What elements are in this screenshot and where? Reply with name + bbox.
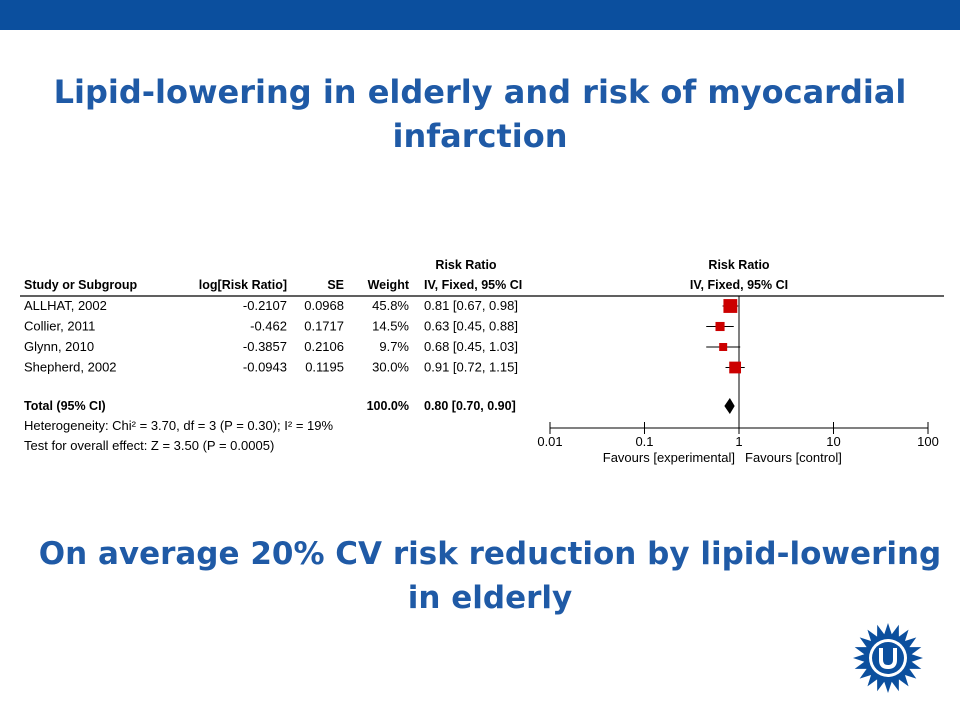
total-ci: 0.80 [0.70, 0.90] xyxy=(424,399,516,413)
study-ci: 0.63 [0.45, 0.88] xyxy=(424,319,518,334)
slide-title: Lipid-lowering in elderly and risk of my… xyxy=(53,73,907,155)
x-tick-label: 10 xyxy=(826,434,840,449)
column-header: Weight xyxy=(368,278,410,292)
plot-subheader: IV, Fixed, 95% CI xyxy=(690,278,788,292)
study-weight: 30.0% xyxy=(372,360,409,375)
forest-plot: Risk Ratio Study or Subgroup log[Risk Rati… xyxy=(20,258,944,465)
forest-plot-figure: Risk Ratio Study or Subgroup log[Risk Rati… xyxy=(0,240,960,480)
study-log-rr: -0.0943 xyxy=(243,360,287,375)
study-log-rr: -0.3857 xyxy=(243,339,287,354)
study-se: 0.1195 xyxy=(305,360,344,375)
study-se: 0.0968 xyxy=(304,298,344,313)
x-tick-label: 0.1 xyxy=(635,434,653,449)
study-marker xyxy=(715,321,725,332)
column-header: log[Risk Ratio] xyxy=(199,278,287,292)
logo-core xyxy=(872,642,904,674)
study-ci: 0.91 [0.72, 1.15] xyxy=(424,360,518,375)
favours-control-label: Favours [control] xyxy=(745,450,842,465)
study-se: 0.2106 xyxy=(304,339,344,354)
x-tick-label: 1 xyxy=(735,434,742,449)
study-log-rr: -0.2107 xyxy=(243,298,287,313)
overall-effect-text: Test for overall effect: Z = 3.50 (P = 0… xyxy=(24,438,274,453)
study-marker xyxy=(719,343,728,351)
column-header: SE xyxy=(327,278,344,292)
logo-u-mark xyxy=(879,648,897,670)
study-se: 0.1717 xyxy=(304,319,344,334)
top-banner xyxy=(0,0,960,30)
favours-experimental-label: Favours [experimental] xyxy=(603,450,735,465)
study-marker xyxy=(729,361,742,374)
heterogeneity-text: Heterogeneity: Chi² = 3.70, df = 3 (P = … xyxy=(24,418,333,433)
study-weight: 45.8% xyxy=(372,298,409,313)
utrecht-sun-logo-icon-svg xyxy=(853,623,923,693)
study-weight: 14.5% xyxy=(372,319,409,334)
table-group-header: Risk Ratio xyxy=(435,258,496,272)
study-log-rr: -0.462 xyxy=(250,319,287,334)
column-header: Study or Subgroup xyxy=(24,278,138,292)
study-weight: 9.7% xyxy=(379,339,409,354)
slide-conclusion: On average 20% CV risk reduction by lipi… xyxy=(38,536,942,616)
study-ci: 0.68 [0.45, 1.03] xyxy=(424,339,518,354)
x-tick-label: 0.01 xyxy=(537,434,562,449)
study-name: ALLHAT, 2002 xyxy=(24,298,107,313)
study-marker xyxy=(723,299,738,313)
study-name: Shepherd, 2002 xyxy=(24,360,117,375)
plot-header: Risk Ratio xyxy=(708,258,769,272)
column-header: IV, Fixed, 95% CI xyxy=(424,278,522,292)
study-name: Collier, 2011 xyxy=(24,319,95,334)
total-label: Total (95% CI) xyxy=(24,399,106,413)
total-weight: 100.0% xyxy=(367,399,409,413)
study-ci: 0.81 [0.67, 0.98] xyxy=(424,298,518,313)
utrecht-sun-logo-icon xyxy=(852,622,924,694)
x-tick-label: 100 xyxy=(917,434,939,449)
study-name: Glynn, 2010 xyxy=(24,339,94,354)
total-diamond xyxy=(724,398,735,414)
